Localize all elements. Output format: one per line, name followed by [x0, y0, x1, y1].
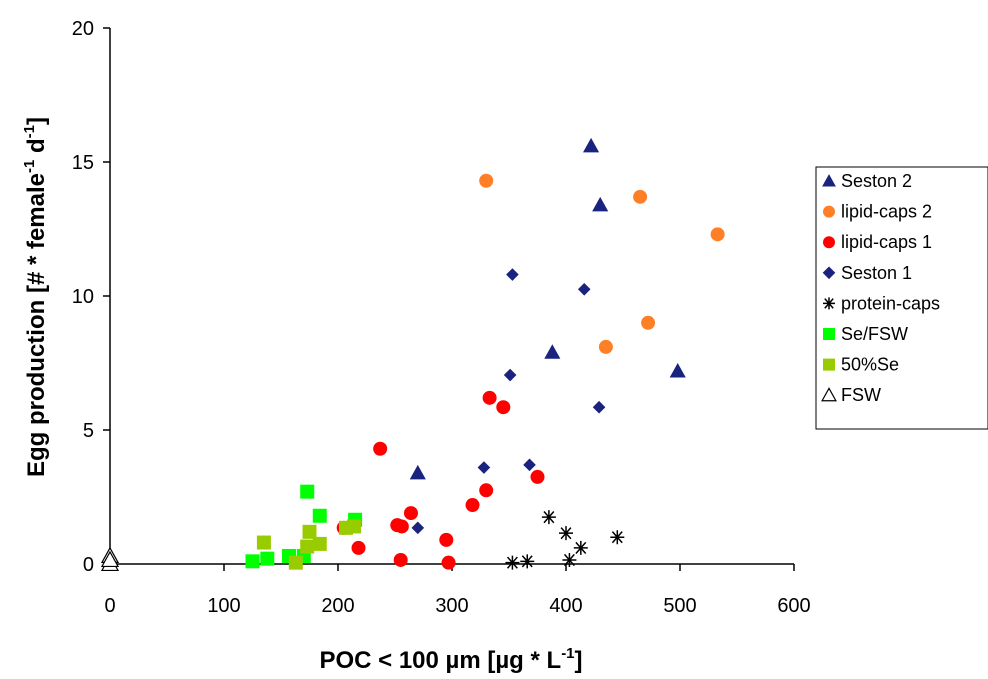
data-point-50-se	[346, 519, 361, 534]
legend-label: protein-caps	[841, 293, 940, 313]
legend-marker	[823, 358, 835, 371]
legend-marker	[822, 174, 836, 187]
data-point-lipid-caps-1	[482, 390, 497, 405]
data-point-se-fsw	[245, 554, 260, 569]
data-point-protein-caps	[505, 555, 520, 570]
legend-marker	[823, 236, 835, 249]
data-point-50-se	[288, 555, 303, 570]
data-point-protein-caps	[610, 530, 625, 545]
ticks: 0 100 200 300 400 500 600 0 5 10 15 20	[72, 18, 811, 617]
data-point-se-fsw	[312, 508, 327, 523]
x-tick-label: 100	[207, 595, 240, 617]
data-point-seston-1	[477, 461, 491, 474]
legend-label: lipid-caps 2	[841, 202, 932, 222]
data-point-seston-1	[523, 458, 536, 472]
legend-marker	[823, 297, 835, 310]
data-point-seston-1	[503, 368, 517, 382]
data-point-protein-caps	[573, 540, 588, 555]
data-point-seston-2	[544, 344, 561, 359]
data-points	[100, 137, 725, 572]
data-point-seston-1	[506, 268, 519, 281]
legend-label: Se/FSW	[841, 324, 908, 344]
data-point-lipid-caps-2	[641, 315, 656, 330]
data-point-seston-2	[409, 464, 426, 480]
legend-marker	[821, 387, 837, 402]
data-point-lipid-caps-2	[710, 227, 725, 242]
data-point-protein-caps	[562, 552, 577, 567]
data-point-lipid-caps-1	[403, 506, 418, 521]
y-tick-label: 0	[83, 554, 94, 576]
data-point-lipid-caps-1	[351, 540, 366, 555]
legend-label: Seston 1	[841, 263, 912, 283]
data-point-lipid-caps-1	[441, 555, 456, 570]
data-point-50-se	[256, 535, 271, 550]
data-point-protein-caps	[520, 554, 535, 569]
data-point-seston-1	[592, 400, 606, 414]
data-point-se-fsw	[300, 484, 315, 499]
legend-label: FSW	[841, 385, 881, 405]
data-point-lipid-caps-1	[479, 483, 494, 498]
data-point-lipid-caps-1	[393, 552, 408, 567]
legend-label: Seston 2	[841, 171, 912, 191]
data-point-lipid-caps-2	[598, 339, 613, 354]
data-point-seston-2	[583, 137, 600, 153]
data-point-lipid-caps-1	[530, 469, 545, 484]
legend-label: lipid-caps 1	[841, 232, 932, 252]
data-point-protein-caps	[541, 510, 556, 525]
x-tick-label: 500	[663, 595, 696, 617]
x-axis-title: POC < 100 µm [µg * L-1]	[319, 645, 582, 674]
y-tick-label: 10	[72, 286, 94, 308]
data-point-lipid-caps-1	[373, 441, 388, 456]
legend-marker	[823, 328, 835, 340]
data-point-lipid-caps-2	[479, 173, 494, 188]
y-axis-title: Egg production [# * female-1 d-1]	[21, 117, 50, 477]
data-point-lipid-caps-1	[439, 532, 454, 547]
data-point-lipid-caps-1	[465, 498, 480, 513]
legend-label: 50%Se	[841, 355, 899, 375]
axes	[109, 28, 794, 565]
legend-box	[815, 166, 988, 430]
data-point-50-se	[312, 536, 327, 551]
x-tick-label: 300	[435, 595, 468, 617]
data-point-seston-1	[577, 283, 591, 296]
data-point-lipid-caps-1	[496, 400, 511, 415]
data-point-50-se	[300, 539, 315, 554]
data-point-se-fsw	[260, 551, 275, 566]
x-tick-label: 0	[104, 595, 115, 617]
legend-marker	[823, 205, 835, 218]
data-point-50-se	[302, 524, 317, 539]
data-point-lipid-caps-1	[394, 519, 409, 534]
legend: Seston 2 lipid-caps 2 lipid-caps 1 Seston 1…	[815, 166, 988, 430]
data-point-seston-2	[669, 362, 686, 378]
y-tick-label: 15	[72, 152, 94, 174]
data-point-protein-caps	[559, 526, 573, 541]
x-tick-label: 600	[777, 595, 810, 617]
y-tick-label: 20	[72, 18, 94, 40]
data-point-seston-1	[411, 521, 425, 535]
y-tick-label: 5	[83, 420, 94, 442]
data-point-seston-2	[592, 196, 609, 212]
x-tick-label: 400	[549, 595, 582, 617]
data-point-fsw	[100, 550, 120, 568]
legend-marker	[822, 266, 836, 280]
x-tick-label: 200	[321, 595, 354, 617]
data-point-lipid-caps-2	[633, 189, 648, 204]
